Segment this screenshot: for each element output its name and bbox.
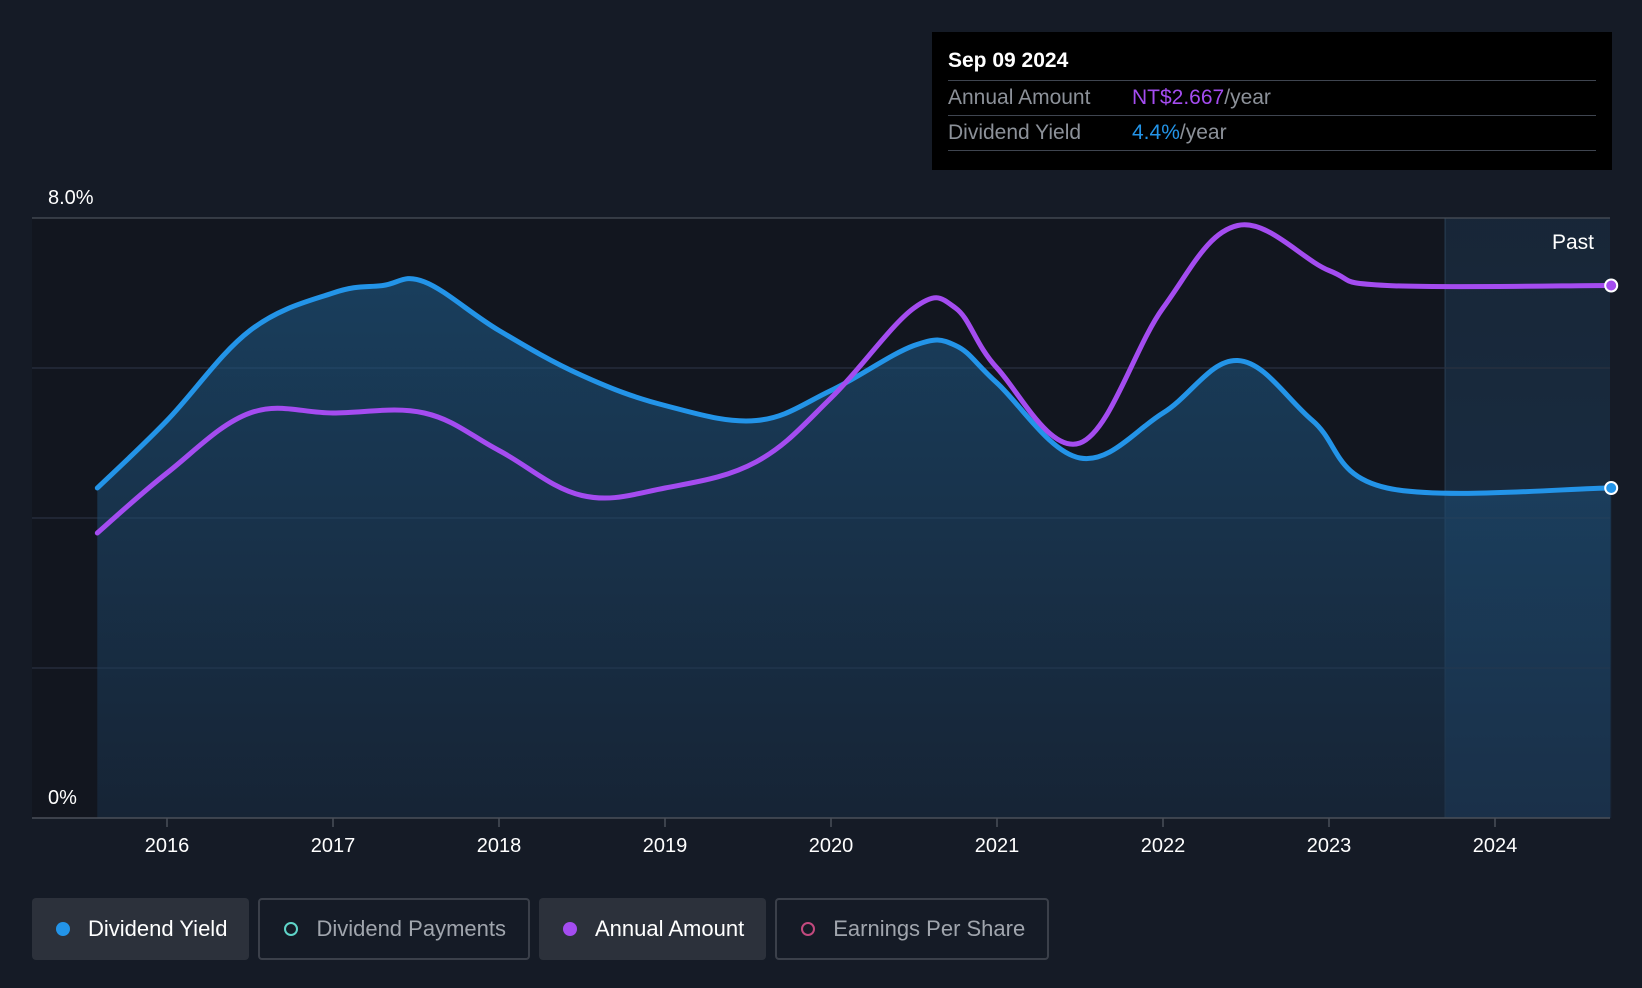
tooltip-annual-value: NT$2.667 [1132,86,1225,109]
tooltip-annual-unit: /year [1224,86,1271,109]
dividend-yield-line [94,276,1614,496]
legend-dot-icon [562,922,577,936]
legend-label: Dividend Payments [316,916,506,941]
legend: Dividend Yield Dividend Payments Annual … [32,898,1050,960]
legend-dividend-payments[interactable]: Dividend Payments [258,898,530,960]
y-tick-label: 8.0% [48,187,94,209]
x-tick-label: 2016 [145,835,190,857]
legend-label: Dividend Yield [88,916,228,941]
tooltip-yield-row: Dividend Yield 4.4% /year [948,115,1596,151]
tooltip-yield-value: 4.4% [1132,121,1180,144]
x-tick-label: 2021 [975,835,1020,857]
legend-ring-icon [284,922,299,936]
x-tick-label: 2024 [1473,835,1518,857]
dividend-yield-area [97,278,1612,818]
dividend-yield-endpoint [1604,481,1619,495]
x-tick-label: 2022 [1141,835,1186,857]
x-tick-label: 2017 [311,835,356,857]
x-tick-label: 2018 [477,835,522,857]
legend-label: Earnings Per Share [833,916,1026,941]
y-tick-label: 0% [48,787,77,809]
x-tick-label: 2023 [1307,835,1352,857]
tooltip-annual-label: Annual Amount [948,86,1091,109]
tooltip-yield-unit: /year [1179,121,1227,144]
x-tick-label: 2020 [809,835,854,857]
past-label: Past [1552,231,1594,254]
legend-dot-icon [56,922,70,936]
legend-dividend-yield[interactable]: Dividend Yield [32,898,250,960]
tooltip-date: Sep 09 2024 [948,49,1069,72]
legend-annual-amount[interactable]: Annual Amount [538,898,767,960]
tooltip-annual-row: Annual Amount NT$2.667 /year [948,80,1596,115]
legend-label: Annual Amount [594,916,745,941]
annual-amount-line [94,222,1614,536]
x-tick-label: 2019 [643,835,688,857]
tooltip-yield-label: Dividend Yield [948,121,1082,144]
annual-amount-endpoint [1604,278,1619,293]
tooltip: Sep 09 2024 Annual Amount NT$2.667 /year… [932,32,1612,170]
legend-ring-icon [801,922,816,936]
legend-earnings-per-share[interactable]: Earnings Per Share [775,898,1050,960]
